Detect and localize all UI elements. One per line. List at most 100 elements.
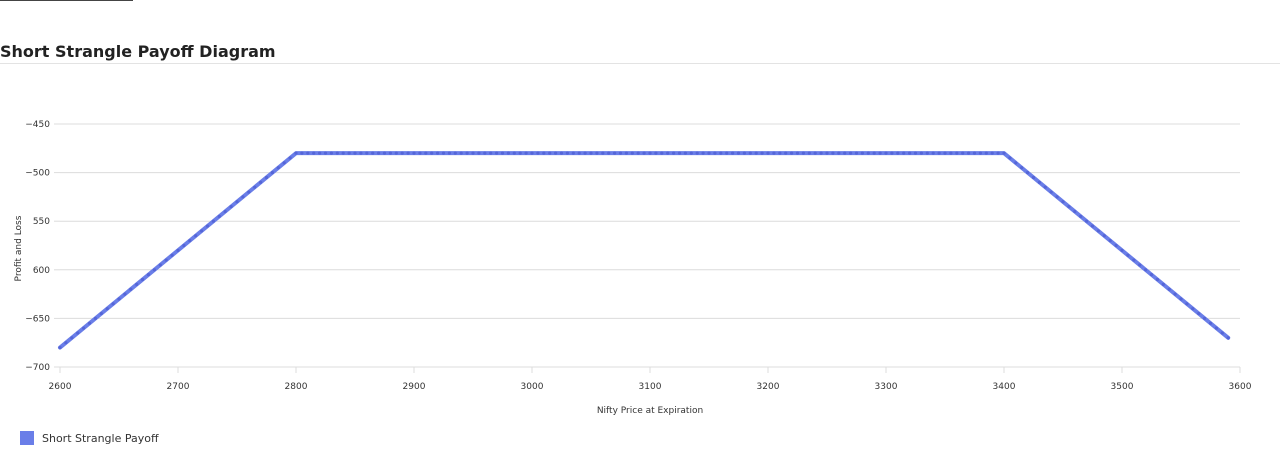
data-point [1073, 209, 1077, 214]
data-point [837, 151, 841, 155]
data-point [241, 195, 245, 199]
data-point [329, 151, 333, 155]
data-point [860, 151, 865, 155]
data-point [253, 185, 257, 189]
data-point [1126, 253, 1130, 257]
data-point [430, 151, 434, 155]
x-tick-label: 3600 [1229, 382, 1252, 392]
data-point [394, 151, 398, 155]
data-point [1208, 321, 1213, 325]
data-point [801, 151, 806, 155]
y-tick-label: −700 [25, 363, 50, 373]
data-point [618, 151, 623, 155]
data-point [754, 151, 758, 155]
data-point [978, 151, 983, 155]
data-point [235, 200, 239, 204]
data-point [424, 151, 428, 155]
legend-label: Short Strangle Payoff [42, 431, 159, 445]
data-point [1114, 243, 1118, 248]
data-point [1002, 151, 1006, 155]
data-point [1061, 200, 1065, 204]
data-point [459, 151, 463, 155]
data-point [170, 253, 174, 257]
x-tick-label: 2700 [167, 382, 190, 392]
data-point [890, 151, 894, 155]
data-point [760, 151, 764, 155]
data-point [1179, 297, 1183, 301]
data-point [353, 151, 357, 155]
y-tick-label: −650 [25, 314, 50, 324]
data-point [624, 151, 629, 155]
data-point [1096, 229, 1100, 233]
data-point [1197, 311, 1201, 316]
data-point [677, 151, 682, 155]
data-point [158, 263, 162, 267]
data-point [548, 151, 552, 155]
x-tick-label: 3500 [1111, 382, 1134, 392]
data-point [955, 151, 959, 155]
x-tick-label: 3100 [639, 382, 662, 392]
data-point [825, 151, 829, 155]
page-title: Short Strangle Payoff Diagram [0, 42, 276, 61]
data-point [943, 151, 947, 155]
data-point [377, 151, 381, 155]
data-point [701, 151, 705, 155]
data-point [961, 151, 965, 155]
data-point [288, 156, 292, 160]
title-divider [0, 63, 1280, 64]
data-point [276, 166, 280, 170]
data-point [902, 151, 906, 155]
data-point [518, 151, 522, 155]
data-point [831, 151, 835, 155]
data-point [477, 151, 481, 155]
data-point [713, 151, 717, 155]
data-point [636, 151, 640, 155]
data-point [1173, 292, 1177, 296]
data-point [878, 151, 882, 155]
data-point [790, 151, 794, 155]
data-point [524, 151, 528, 155]
data-point [164, 258, 168, 262]
data-point [512, 151, 516, 155]
data-point [58, 345, 62, 350]
data-point [937, 151, 941, 155]
data-point [908, 151, 912, 155]
data-point [542, 151, 546, 155]
data-point [1055, 195, 1059, 199]
data-point [129, 287, 133, 291]
data-point [666, 151, 670, 155]
data-point [1043, 185, 1047, 189]
data-point [105, 307, 109, 311]
data-point [1220, 331, 1224, 335]
data-point [683, 151, 688, 155]
data-point [489, 151, 493, 155]
data-point [630, 151, 634, 155]
legend[interactable]: Short Strangle Payoff [20, 431, 159, 445]
data-point [471, 151, 475, 155]
data-point [1132, 258, 1136, 262]
data-point [866, 151, 870, 155]
data-point [1102, 234, 1106, 238]
data-point [784, 151, 788, 155]
data-point [1037, 180, 1041, 184]
x-tick-label: 2800 [285, 382, 308, 392]
data-point [500, 151, 505, 155]
data-point [436, 151, 440, 155]
data-point [152, 268, 156, 272]
data-point [1138, 263, 1142, 267]
data-point [565, 151, 570, 155]
data-point [1191, 307, 1195, 311]
y-tick-label: −500 [25, 169, 50, 179]
data-point [1144, 268, 1148, 272]
data-point [412, 151, 416, 155]
data-point [282, 161, 286, 165]
data-point [571, 151, 575, 155]
data-point [359, 151, 363, 155]
data-point [146, 273, 151, 277]
data-point [495, 151, 499, 155]
data-point [335, 151, 339, 155]
data-point [76, 331, 80, 335]
data-point [441, 151, 446, 155]
data-point [1185, 302, 1189, 306]
x-tick-label: 2900 [403, 382, 426, 392]
